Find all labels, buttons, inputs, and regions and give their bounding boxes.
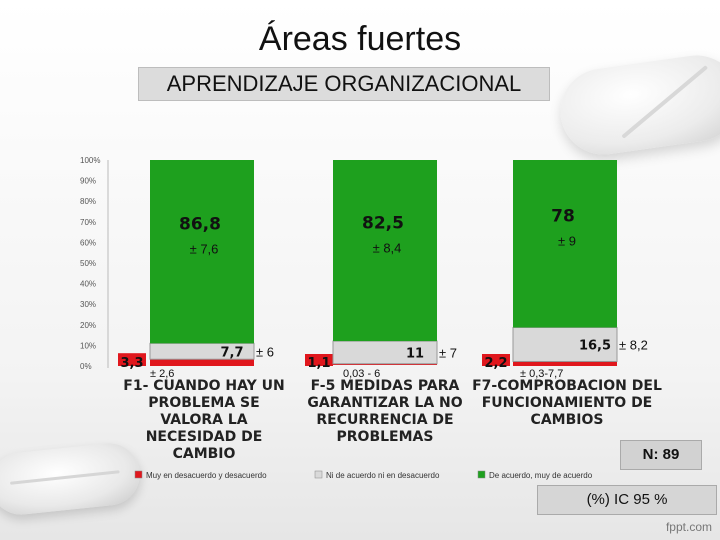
legend-swatch-3 (477, 470, 486, 479)
data-label-gray-2: 11 (406, 346, 424, 361)
data-label-green-1: 86,8 (179, 215, 221, 235)
bar-red-1 (118, 353, 146, 366)
y-tick-label: 40% (80, 280, 96, 289)
data-label-gray-3: 16,5 (579, 338, 611, 353)
subtitle: APRENDIZAJE ORGANIZACIONAL (138, 67, 550, 101)
data-label-gray-1: 7,7 (220, 345, 243, 360)
y-tick-label: 0% (80, 362, 92, 371)
bar-red-base-3 (513, 361, 617, 366)
bar-red-base-1 (150, 359, 254, 366)
bar-gray-3 (512, 326, 618, 362)
data-label-red-2: 1,1 (307, 356, 330, 371)
legend-swatch-2 (314, 470, 323, 479)
bar-red-2 (305, 354, 333, 366)
ci-label-red-1: ± 2,6 (150, 368, 174, 380)
bar-red-3 (482, 354, 510, 366)
ci-label-red-2: 0,03 - 6 (343, 368, 380, 380)
bar-green-1 (150, 160, 254, 344)
legend-label-3: De acuerdo, muy de acuerdo (489, 471, 593, 480)
page-title: Áreas fuertes (258, 20, 462, 58)
watermark: fppt.com (665, 520, 712, 534)
ci-label-gray-3: ± 8,2 (619, 337, 648, 352)
y-tick-label: 50% (80, 259, 96, 268)
y-tick-label: 70% (80, 218, 96, 227)
category-label-2: F-5 MEDIDAS PARA GARANTIZAR LA NO RECURR… (307, 378, 463, 445)
bar-green-2 (333, 160, 437, 342)
data-label-green-2: 82,5 (362, 214, 404, 234)
ci-label-red-3: ± 0,3-7,7 (520, 368, 563, 380)
category-label-1: F1- CUANDO HAY UN PROBLEMA SE VALORA LA … (123, 378, 285, 462)
legend-label-2: Ni de acuerdo ni en desacuerdo (326, 471, 440, 480)
y-tick-label: 30% (80, 300, 96, 309)
y-tick-label: 90% (80, 177, 96, 186)
category-label-3: F7-COMPROBACION DEL FUNCIONAMIENTO DE CA… (472, 378, 662, 428)
legend-swatch-1 (134, 470, 143, 479)
y-tick-label: 60% (80, 238, 96, 247)
y-tick-label: 20% (80, 321, 96, 330)
sample-size-badge: N: 89 (620, 440, 702, 470)
ci-label-gray-2: ± 7 (439, 345, 457, 360)
ci-label-gray-1: ± 6 (256, 344, 274, 359)
ci-label-green-2: ± 8,4 (373, 241, 402, 256)
data-label-red-3: 2,2 (484, 356, 507, 371)
confidence-interval-note: (%) IC 95 % (537, 485, 717, 515)
data-label-green-3: 78 (551, 207, 575, 227)
y-tick-label: 10% (80, 341, 96, 350)
y-tick-label: 100% (80, 156, 100, 165)
y-tick-label: 80% (80, 197, 96, 206)
ci-label-green-3: ± 9 (558, 234, 576, 249)
legend-label-1: Muy en desacuerdo y desacuerdo (146, 471, 267, 480)
bar-green-3 (513, 160, 617, 328)
data-label-red-1: 3,3 (120, 356, 143, 371)
ci-label-green-1: ± 7,6 (190, 242, 219, 257)
